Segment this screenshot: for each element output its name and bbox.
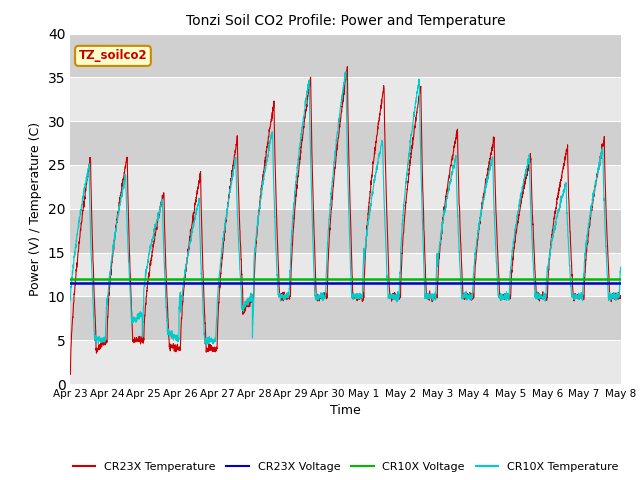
Bar [70,252,621,296]
Bar [70,34,621,77]
Bar [70,121,621,165]
Bar [70,209,621,252]
Y-axis label: Power (V) / Temperature (C): Power (V) / Temperature (C) [29,122,42,296]
Legend: CR23X Temperature, CR23X Voltage, CR10X Voltage, CR10X Temperature: CR23X Temperature, CR23X Voltage, CR10X … [68,457,623,477]
Bar [70,165,621,209]
Text: TZ_soilco2: TZ_soilco2 [79,49,147,62]
Title: Tonzi Soil CO2 Profile: Power and Temperature: Tonzi Soil CO2 Profile: Power and Temper… [186,14,506,28]
X-axis label: Time: Time [330,405,361,418]
Bar [70,340,621,384]
Bar [70,77,621,121]
Bar [70,296,621,340]
